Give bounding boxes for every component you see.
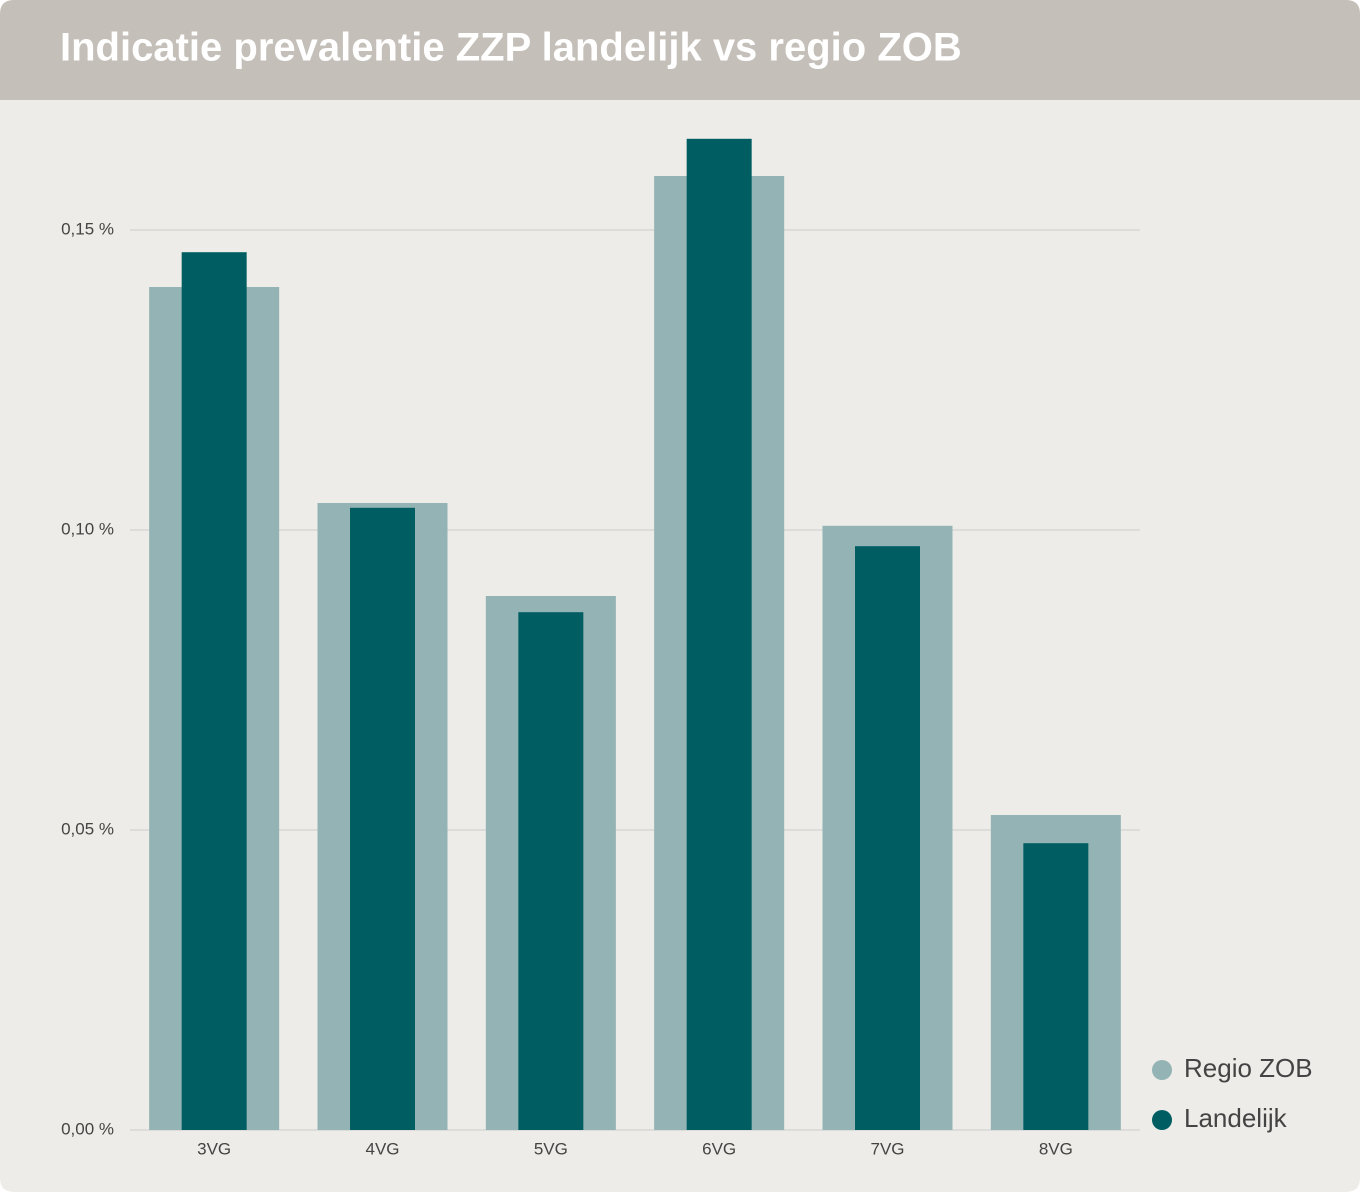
- bar: [1023, 843, 1089, 1130]
- y-tick-label: 0,05 %: [61, 819, 114, 838]
- bar: [350, 507, 415, 1130]
- x-tick-label: 4VG: [365, 1139, 399, 1158]
- legend-marker: [1152, 1060, 1172, 1080]
- x-tick-label: 3VG: [197, 1139, 231, 1158]
- legend-label: Landelijk: [1184, 1103, 1288, 1133]
- y-tick-label: 0,15 %: [61, 219, 114, 238]
- bar: [855, 546, 920, 1130]
- x-tick-label: 7VG: [870, 1139, 904, 1158]
- legend-label: Regio ZOB: [1184, 1053, 1313, 1083]
- header: [0, 0, 1360, 100]
- y-tick-label: 0,00 %: [61, 1119, 114, 1138]
- y-tick-label: 0,10 %: [61, 519, 114, 538]
- bar: [518, 612, 584, 1130]
- bar: [686, 138, 752, 1131]
- x-tick-label: 5VG: [534, 1139, 568, 1158]
- bar: [181, 252, 247, 1130]
- x-tick-label: 8VG: [1039, 1139, 1073, 1158]
- legend-marker: [1152, 1110, 1172, 1130]
- chart-title: Indicatie prevalentie ZZP landelijk vs r…: [60, 26, 962, 70]
- x-tick-label: 6VG: [702, 1139, 736, 1158]
